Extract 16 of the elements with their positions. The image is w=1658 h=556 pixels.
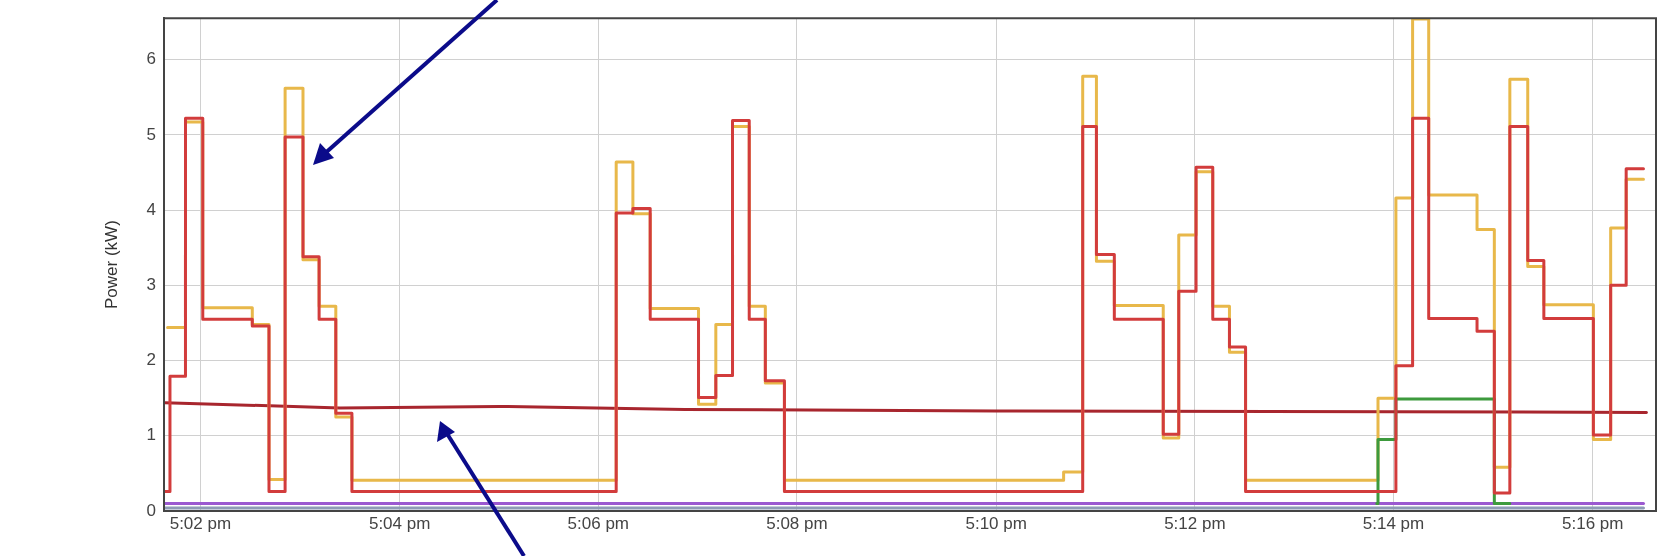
x-tick-label: 5:04 pm bbox=[368, 513, 431, 533]
x-tick-label: 5:10 pm bbox=[965, 513, 1027, 533]
y-tick-label: 3 bbox=[146, 274, 156, 294]
y-tick-label: 6 bbox=[146, 49, 156, 69]
y-tick-label: 5 bbox=[146, 124, 156, 144]
x-tick-label: 5:12 pm bbox=[1164, 513, 1226, 533]
x-tick-label: 5:02 pm bbox=[169, 513, 232, 533]
x-tick-label: 5:08 pm bbox=[766, 513, 828, 533]
y-tick-label: 0 bbox=[146, 500, 156, 520]
y-tick-label: 2 bbox=[146, 350, 156, 370]
x-tick-label: 5:16 pm bbox=[1562, 513, 1624, 533]
y-axis-title: Power (kW) bbox=[101, 220, 121, 309]
x-tick-label: 5:06 pm bbox=[567, 513, 630, 533]
y-tick-label: 4 bbox=[146, 199, 156, 219]
y-tick-label: 1 bbox=[146, 425, 156, 445]
x-tick-label: 5:14 pm bbox=[1362, 513, 1425, 533]
